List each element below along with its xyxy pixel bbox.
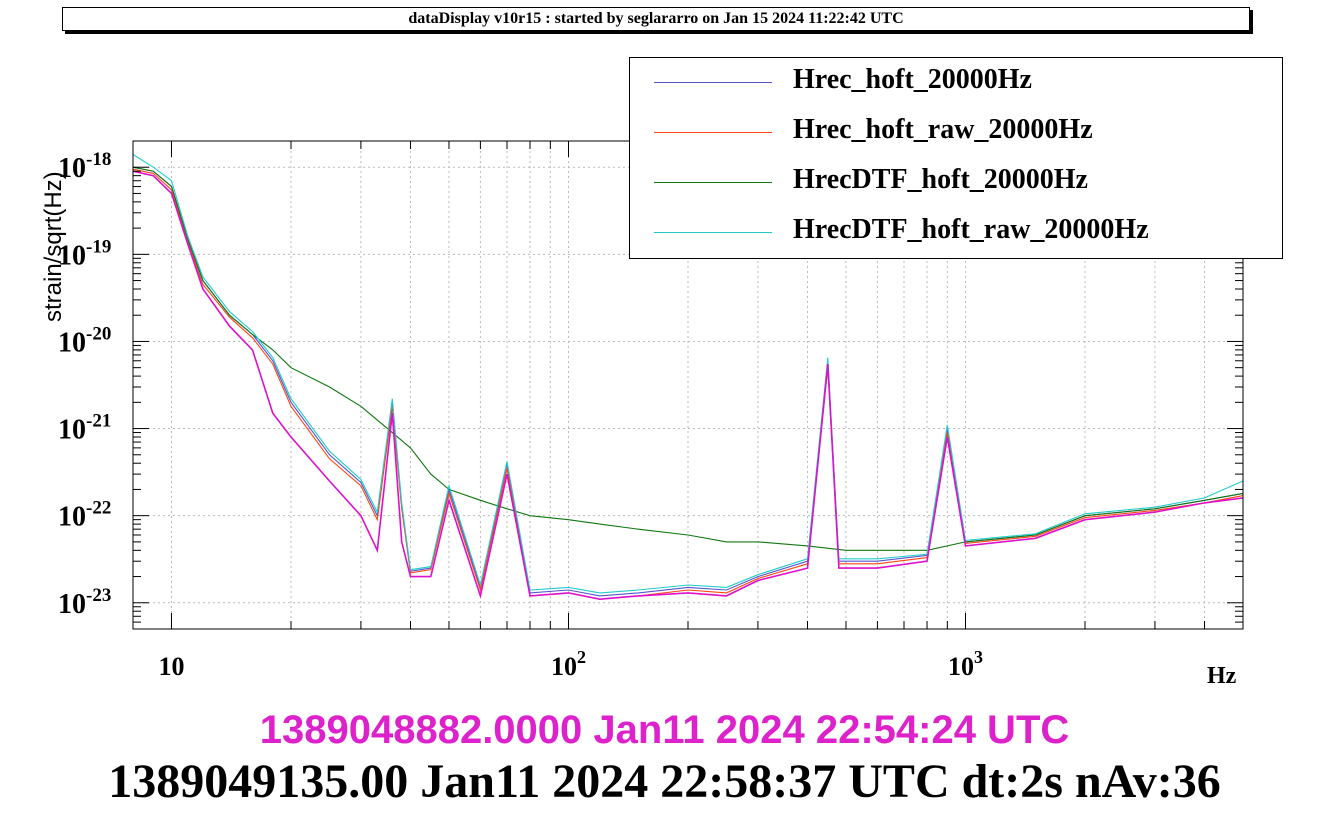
series-lines [132,154,1244,601]
end-timestamp: 1389049135.00 Jan11 2024 22:58:37 UTC dt… [108,755,1221,808]
series-line-3 [132,166,1244,551]
legend-swatch [654,182,772,183]
y-tick-label: 10-21 [58,411,111,446]
y-tick-label: 10-19 [58,236,111,271]
legend-swatch [654,82,772,83]
legend-entry: Hrec_hoft_20000Hz [630,58,1282,108]
x-tick-label: 10 [158,652,184,681]
legend-swatch [654,132,772,133]
legend-entry: HrecDTF_hoft_20000Hz [630,158,1282,208]
y-axis-label: strain/sqrt(Hz) [40,171,67,322]
legend-entry: HrecDTF_hoft_raw_20000Hz [630,208,1282,258]
y-tick-label: 10-23 [58,585,111,620]
y-tick-label: 10-20 [58,323,111,358]
series-line-4 [132,154,1244,594]
legend-swatch [654,232,772,233]
legend: Hrec_hoft_20000Hz Hrec_hoft_raw_20000Hz … [629,57,1283,259]
legend-label: Hrec_hoft_raw_20000Hz [793,114,1093,145]
series-line-5 [132,170,1244,601]
x-axis-label: Hz [1207,663,1237,689]
legend-label: HrecDTF_hoft_20000Hz [793,164,1088,195]
x-tick-label: 103 [948,647,983,681]
legend-entry: Hrec_hoft_raw_20000Hz [630,108,1282,158]
legend-label: Hrec_hoft_20000Hz [793,64,1032,95]
x-tick-label: 102 [551,647,586,681]
legend-label: HrecDTF_hoft_raw_20000Hz [793,214,1149,245]
y-tick-label: 10-22 [58,498,111,533]
canvas-title: dataDisplay v10r15 : started by seglarar… [62,7,1250,31]
start-timestamp: 1389048882.0000 Jan11 2024 22:54:24 UTC [259,708,1070,752]
